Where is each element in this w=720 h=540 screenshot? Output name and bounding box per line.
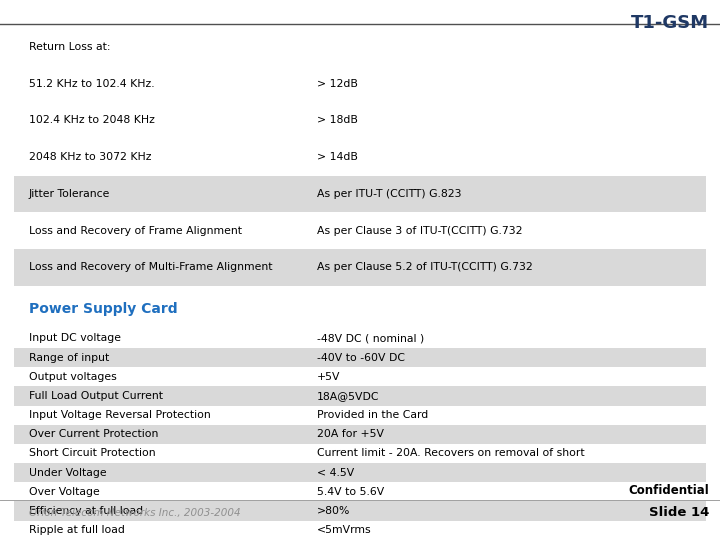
- Text: Short Circuit Protection: Short Circuit Protection: [29, 448, 156, 458]
- Text: 5.4V to 5.6V: 5.4V to 5.6V: [317, 487, 384, 497]
- Text: Loss and Recovery of Frame Alignment: Loss and Recovery of Frame Alignment: [29, 226, 242, 235]
- Text: Loss and Recovery of Multi-Frame Alignment: Loss and Recovery of Multi-Frame Alignme…: [29, 262, 272, 272]
- Text: > 12dB: > 12dB: [317, 79, 358, 89]
- Text: Over Current Protection: Over Current Protection: [29, 429, 158, 440]
- Text: As per Clause 5.2 of ITU-T(CCITT) G.732: As per Clause 5.2 of ITU-T(CCITT) G.732: [317, 262, 533, 272]
- Text: Power Supply Card: Power Supply Card: [29, 302, 177, 316]
- Text: Over Voltage: Over Voltage: [29, 487, 99, 497]
- Bar: [14, 348, 706, 367]
- Text: Output voltages: Output voltages: [29, 372, 117, 382]
- Text: As per ITU-T (CCITT) G.823: As per ITU-T (CCITT) G.823: [317, 189, 462, 199]
- Text: Jitter Tolerance: Jitter Tolerance: [29, 189, 110, 199]
- Text: Slide 14: Slide 14: [649, 507, 709, 519]
- Text: 51.2 KHz to 102.4 KHz.: 51.2 KHz to 102.4 KHz.: [29, 79, 154, 89]
- Bar: [14, 463, 706, 482]
- Text: > 14dB: > 14dB: [317, 152, 358, 162]
- Bar: [14, 387, 706, 406]
- Text: Efficiency at full load: Efficiency at full load: [29, 506, 143, 516]
- Text: +5V: +5V: [317, 372, 341, 382]
- Text: 2048 KHz to 3072 KHz: 2048 KHz to 3072 KHz: [29, 152, 151, 162]
- Text: 20A for +5V: 20A for +5V: [317, 429, 384, 440]
- Text: Confidential: Confidential: [629, 484, 709, 497]
- Text: T1-GSM: T1-GSM: [631, 14, 709, 31]
- Text: 102.4 KHz to 2048 KHz: 102.4 KHz to 2048 KHz: [29, 116, 155, 125]
- Text: < 4.5V: < 4.5V: [317, 468, 354, 478]
- Text: Current limit - 20A. Recovers on removal of short: Current limit - 20A. Recovers on removal…: [317, 448, 585, 458]
- Text: Under Voltage: Under Voltage: [29, 468, 107, 478]
- Bar: [14, 249, 706, 286]
- Text: Orion Telecom Networks Inc., 2003-2004: Orion Telecom Networks Inc., 2003-2004: [29, 508, 240, 518]
- Text: -48V DC ( nominal ): -48V DC ( nominal ): [317, 333, 424, 343]
- Text: Return Loss at:: Return Loss at:: [29, 42, 110, 52]
- Bar: [14, 425, 706, 444]
- Text: Range of input: Range of input: [29, 353, 109, 363]
- Bar: [14, 176, 706, 212]
- Text: Provided in the Card: Provided in the Card: [317, 410, 428, 420]
- Text: Full Load Output Current: Full Load Output Current: [29, 391, 163, 401]
- Text: Input DC voltage: Input DC voltage: [29, 333, 121, 343]
- Text: -40V to -60V DC: -40V to -60V DC: [317, 353, 405, 363]
- Text: Input Voltage Reversal Protection: Input Voltage Reversal Protection: [29, 410, 210, 420]
- Text: As per Clause 3 of ITU-T(CCITT) G.732: As per Clause 3 of ITU-T(CCITT) G.732: [317, 226, 522, 235]
- Text: <5mVrms: <5mVrms: [317, 525, 372, 535]
- Text: 18A@5VDC: 18A@5VDC: [317, 391, 379, 401]
- Text: Ripple at full load: Ripple at full load: [29, 525, 125, 535]
- Text: > 18dB: > 18dB: [317, 116, 358, 125]
- Bar: [14, 502, 706, 521]
- Text: >80%: >80%: [317, 506, 350, 516]
